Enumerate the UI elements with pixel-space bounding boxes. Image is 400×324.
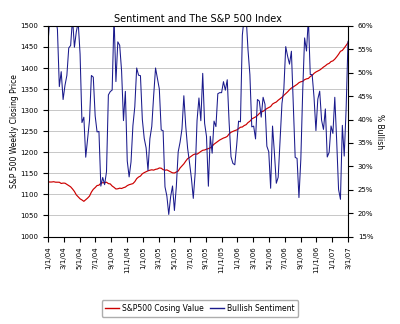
Legend: S&P500 Cosing Value, Bullish Sentiment: S&P500 Cosing Value, Bullish Sentiment <box>102 300 298 317</box>
Y-axis label: % Bullish: % Bullish <box>375 114 384 149</box>
Y-axis label: S&P 500 Weekly Closing Price: S&P 500 Weekly Closing Price <box>10 74 19 188</box>
Title: Sentiment and The S&P 500 Index: Sentiment and The S&P 500 Index <box>114 14 282 24</box>
